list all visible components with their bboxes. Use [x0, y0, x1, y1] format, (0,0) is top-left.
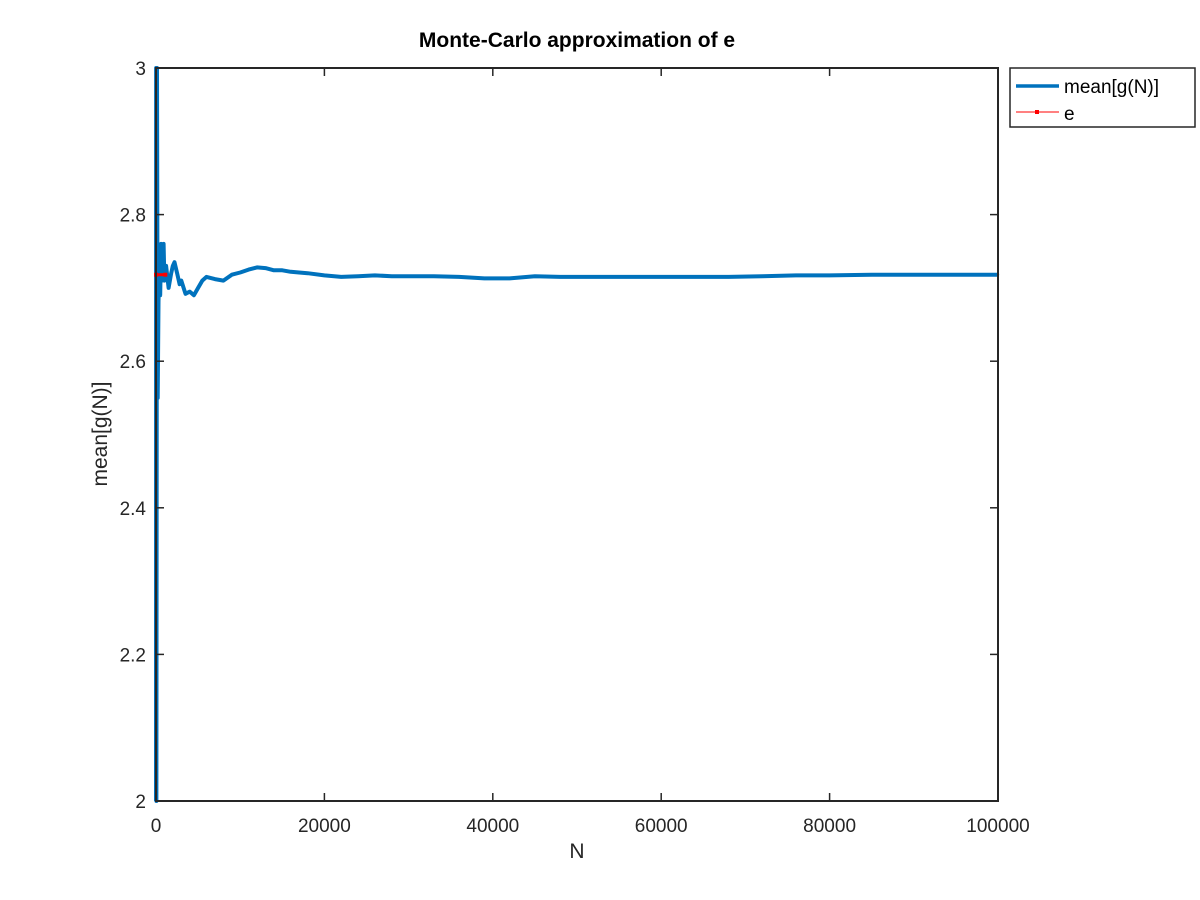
data-point-mean — [163, 279, 166, 282]
data-point-mean — [870, 273, 873, 276]
legend-label-e: e — [1064, 104, 1075, 125]
data-point-mean — [159, 242, 163, 246]
data-point-mean — [306, 272, 309, 275]
y-tick-label: 2.6 — [120, 352, 146, 373]
data-point-mean — [160, 279, 164, 282]
x-tick-label: 80000 — [803, 816, 856, 837]
data-point-mean — [373, 274, 377, 277]
data-point-mean — [626, 275, 629, 279]
data-point-mean — [297, 271, 301, 274]
data-point-mean — [156, 396, 159, 400]
data-point-mean — [173, 261, 176, 264]
data-point-mean — [592, 275, 595, 279]
data-point-mean — [230, 273, 233, 276]
data-point-mean — [213, 277, 217, 281]
data-point-mean — [340, 275, 343, 279]
data-point-mean — [693, 275, 697, 279]
data-point-mean — [533, 275, 537, 278]
data-point-mean — [188, 290, 191, 293]
x-tick-label: 40000 — [466, 816, 519, 837]
data-point-mean — [162, 242, 165, 246]
y-axis-label: mean[g(N)] — [89, 381, 112, 486]
data-point-mean — [660, 275, 663, 279]
data-point-mean — [239, 271, 242, 274]
legend-label-mean: mean[g(N)] — [1064, 77, 1159, 98]
legend-box — [1009, 67, 1196, 128]
data-point-mean — [178, 283, 181, 286]
x-tick-label: 20000 — [298, 816, 351, 837]
series-layer — [154, 66, 1000, 803]
y-tick-label: 2.8 — [120, 206, 146, 227]
data-point-mean — [432, 275, 436, 278]
x-axis-label: N — [569, 840, 584, 863]
data-point-mean — [272, 269, 276, 272]
legend: mean[g(N)] e — [1009, 67, 1196, 128]
data-point-mean — [157, 301, 160, 304]
data-point-mean — [222, 279, 225, 282]
chart-title: Monte-Carlo approximation of e — [419, 29, 735, 52]
data-point-mean — [761, 275, 764, 278]
data-point-mean — [167, 286, 170, 290]
data-point-mean — [201, 279, 204, 282]
data-point-mean — [323, 274, 326, 277]
plot-frame — [155, 67, 999, 802]
data-point-mean — [407, 275, 410, 278]
data-point-mean — [559, 275, 562, 279]
data-point-mean — [954, 273, 958, 276]
data-point-mean — [912, 273, 915, 276]
data-point-mean — [192, 294, 196, 297]
x-tick-label: 0 — [151, 816, 162, 837]
data-point-mean — [281, 269, 284, 272]
data-point-mean — [794, 274, 798, 277]
data-point-mean — [727, 275, 730, 279]
data-point-mean — [171, 264, 174, 268]
data-point-mean — [483, 277, 486, 280]
data-point-mean — [184, 292, 187, 295]
y-tick-label: 2.4 — [120, 499, 147, 520]
data-point-mean — [159, 294, 162, 297]
data-point-mean — [247, 268, 250, 271]
ticks-layer: 0 20000 40000 60000 80000 100000 2 2.2 2.4 2.6 2.8… — [120, 59, 1030, 837]
x-tick-label: 60000 — [635, 816, 688, 837]
data-point-e — [163, 272, 168, 277]
data-point-mean — [255, 266, 259, 269]
plot-area — [156, 68, 998, 801]
y-tick-label: 2.2 — [120, 645, 146, 666]
data-point-mean — [828, 274, 831, 277]
legend-marker-e — [1035, 110, 1039, 114]
data-point-mean — [164, 264, 168, 268]
data-point-mean — [457, 275, 461, 279]
data-point-mean — [390, 275, 393, 278]
x-tick-label: 100000 — [966, 816, 1029, 837]
data-point-mean — [175, 272, 179, 275]
data-point-mean — [289, 270, 292, 273]
data-point-mean — [170, 272, 173, 275]
data-point-mean — [158, 257, 161, 260]
y-tick-label: 2 — [135, 792, 146, 813]
y-tick-label: 3 — [135, 59, 146, 80]
data-point-mean — [264, 266, 267, 270]
data-point-mean — [196, 286, 200, 290]
data-point-mean — [180, 279, 183, 282]
data-point-mean — [508, 277, 511, 280]
data-point-mean — [356, 275, 360, 278]
data-point-mean — [205, 275, 208, 279]
data-point-mean — [161, 264, 164, 268]
